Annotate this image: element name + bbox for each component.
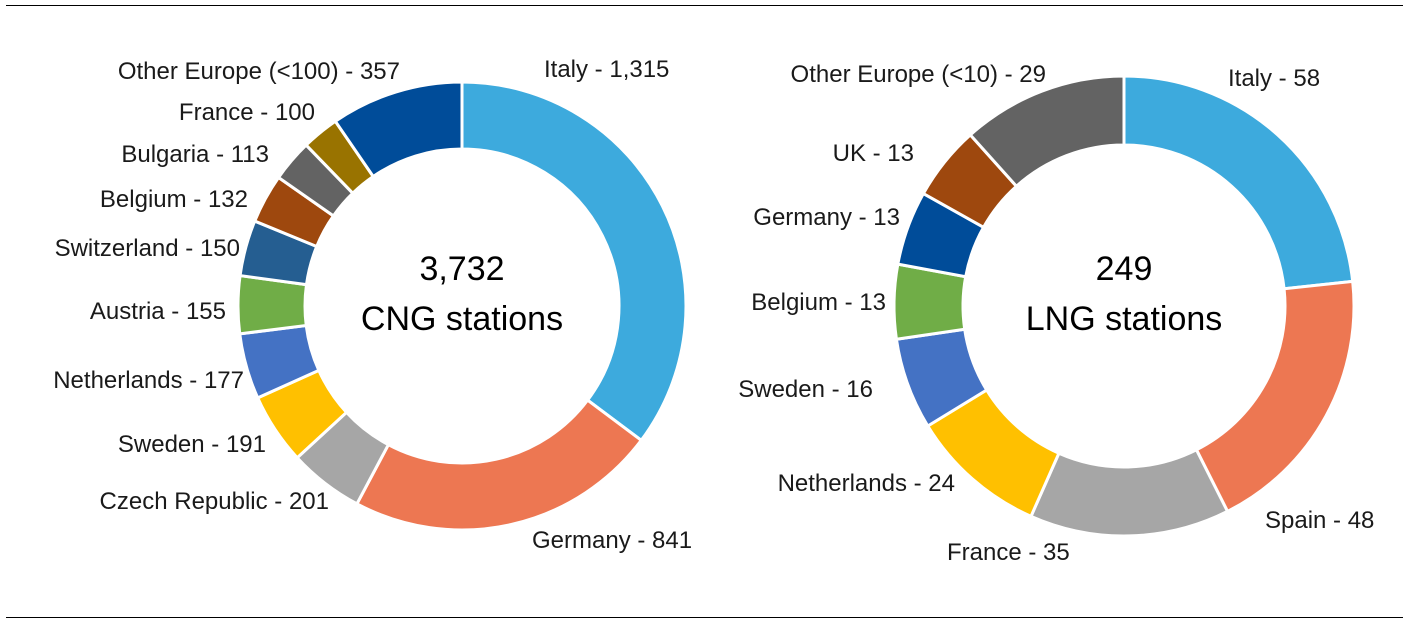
cng-label-other-europe-100: Other Europe (<100) - 357 xyxy=(118,58,400,85)
cng-label-germany: Germany - 841 xyxy=(532,527,692,554)
lng-slice-italy xyxy=(1122,74,1355,291)
lng-slice-other-europe-10 xyxy=(968,74,1126,189)
lng-slice-france xyxy=(1029,447,1230,538)
cng-slice-germany xyxy=(354,398,644,532)
cng-label-bulgaria: Bulgaria - 113 xyxy=(121,141,269,168)
top-rule xyxy=(6,5,1403,6)
cng-slice-italy xyxy=(460,80,688,443)
cng-label-austria: Austria - 155 xyxy=(90,298,226,325)
cng-segments xyxy=(236,80,688,532)
lng-label-netherlands: Netherlands - 24 xyxy=(778,470,955,497)
lng-center-value: 249 xyxy=(1096,250,1153,288)
lng-label-sweden: Sweden - 16 xyxy=(738,376,873,403)
cng-label-belgium: Belgium - 132 xyxy=(100,186,248,213)
cng-label-france: France - 100 xyxy=(179,99,315,126)
lng-label-belgium: Belgium - 13 xyxy=(751,289,886,316)
cng-center-value: 3,732 xyxy=(419,250,504,288)
lng-label-germany: Germany - 13 xyxy=(753,204,900,231)
cng-label-switzerland: Switzerland - 150 xyxy=(55,235,240,262)
lng-label-italy: Italy - 58 xyxy=(1228,65,1320,92)
lng-segments xyxy=(892,74,1356,538)
lng-donut-chart: 249 LNG stations Italy - 58 Spain - 48 Fra… xyxy=(738,61,1374,566)
cng-label-netherlands: Netherlands - 177 xyxy=(53,367,244,394)
lng-label-uk: UK - 13 xyxy=(833,140,914,167)
lng-center-label: LNG stations xyxy=(1026,300,1223,338)
cng-label-czech-republic: Czech Republic - 201 xyxy=(100,488,329,515)
cng-slice-other-europe-100 xyxy=(333,80,464,179)
cng-center-label: CNG stations xyxy=(361,300,563,338)
cng-donut-chart: 3,732 CNG stations Italy - 1,315 Germany … xyxy=(53,56,692,554)
cng-label-italy: Italy - 1,315 xyxy=(544,56,669,83)
lng-label-other-europe-10: Other Europe (<10) - 29 xyxy=(791,61,1046,88)
lng-label-spain: Spain - 48 xyxy=(1265,507,1374,534)
bottom-rule xyxy=(6,617,1403,618)
lng-label-france: France - 35 xyxy=(947,539,1070,566)
cng-label-sweden: Sweden - 191 xyxy=(118,431,266,458)
